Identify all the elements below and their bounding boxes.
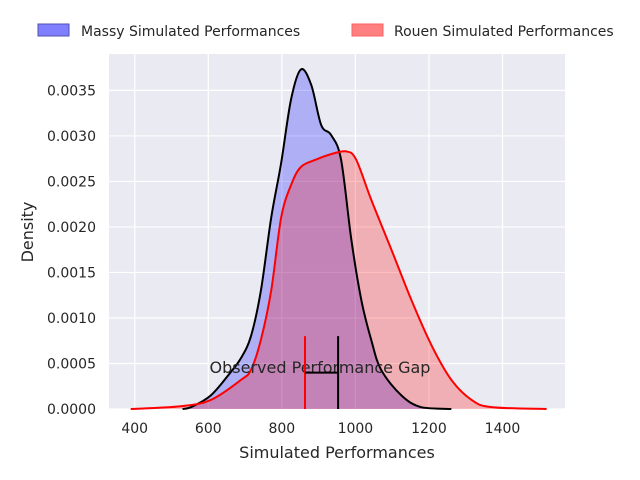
plot-area xyxy=(109,54,565,409)
x-tick-label: 1000 xyxy=(338,421,374,437)
density-fill-rouen xyxy=(130,151,547,409)
density-line-rouen xyxy=(130,150,547,410)
y-tick-label: 0.0010 xyxy=(47,311,96,327)
y-axis-label: Density xyxy=(18,202,37,263)
y-tick-label: 0.0025 xyxy=(47,174,96,190)
gap-annotation-label: Observed Performance Gap xyxy=(210,358,431,377)
x-tick-label: 800 xyxy=(268,421,295,437)
legend-label-massy: Massy Simulated Performances xyxy=(81,24,300,40)
x-axis-label: Simulated Performances xyxy=(239,443,435,462)
annotation-group: Observed Performance Gap xyxy=(210,336,431,409)
series-group xyxy=(130,68,547,410)
density-line-massy xyxy=(182,68,452,410)
y-tick-label: 0.0030 xyxy=(47,129,96,145)
legend: Massy Simulated Performances Rouen Simul… xyxy=(37,23,614,40)
x-tick-label: 600 xyxy=(195,421,222,437)
density-fill-massy xyxy=(182,69,452,410)
y-tick-label: 0.0000 xyxy=(47,402,96,418)
y-tick-label: 0.0005 xyxy=(47,356,96,372)
legend-swatch-massy xyxy=(37,23,70,37)
x-tick-label: 400 xyxy=(121,421,148,437)
grid xyxy=(109,54,565,410)
y-tick-label: 0.0035 xyxy=(47,83,96,99)
legend-label-rouen: Rouen Simulated Performances xyxy=(394,24,614,40)
y-tick-label: 0.0015 xyxy=(47,265,96,281)
x-tick-label: 1200 xyxy=(411,421,447,437)
tick-labels: 400 600 800 1000 1200 1400 0.0000 0.0005 0.0010 0… xyxy=(47,83,520,437)
y-tick-label: 0.0020 xyxy=(47,220,96,236)
x-tick-label: 1400 xyxy=(485,421,521,437)
legend-swatch-rouen xyxy=(351,23,384,37)
